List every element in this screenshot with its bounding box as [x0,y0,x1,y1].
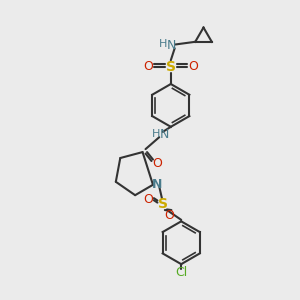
Text: O: O [152,158,162,170]
Text: N: N [167,40,176,52]
Text: O: O [188,60,198,73]
Text: H: H [159,40,167,50]
Text: H: H [152,129,160,139]
Text: N: N [159,128,169,141]
Text: N: N [152,178,163,191]
Text: O: O [144,193,154,206]
Text: O: O [164,209,174,223]
Text: S: S [166,60,176,74]
Text: Cl: Cl [175,266,187,279]
Text: S: S [158,197,168,211]
Text: O: O [144,60,154,73]
